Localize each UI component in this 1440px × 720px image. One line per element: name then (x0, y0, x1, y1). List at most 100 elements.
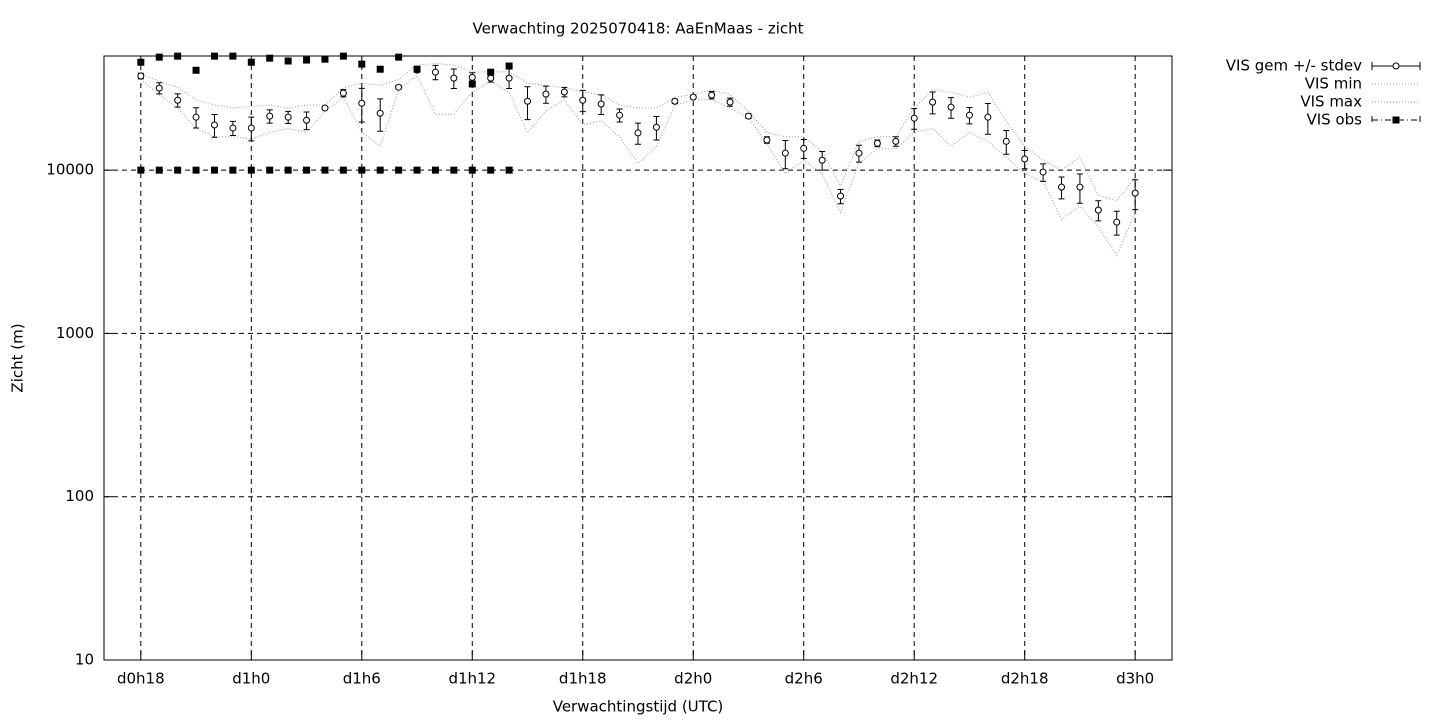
mean-point (744, 112, 752, 120)
x-tick-label: d1h18 (559, 670, 607, 688)
obs-point (487, 68, 495, 76)
chart-title: Verwachting 2025070418: AaEnMaas - zicht (472, 20, 803, 38)
legend-sample (1371, 116, 1421, 124)
obs-point (303, 166, 311, 174)
mean-point (210, 121, 218, 129)
obs-point (321, 55, 329, 63)
obs-point (247, 166, 255, 174)
mean-point (358, 99, 366, 107)
mean-point (910, 114, 918, 122)
mean-point (818, 156, 826, 164)
mean-point (266, 112, 274, 120)
mean-point (726, 98, 734, 106)
mean-point (781, 149, 789, 157)
mean-point (947, 103, 955, 111)
y-tick-label: 1000 (56, 324, 94, 342)
y-tick-label: 10 (75, 651, 94, 669)
obs-point (155, 166, 163, 174)
mean-point (303, 116, 311, 124)
obs-point (358, 60, 366, 68)
mean-point (137, 72, 145, 80)
x-tick-label: d3h0 (1116, 670, 1154, 688)
obs-point (321, 166, 329, 174)
x-tick-label: d1h6 (343, 670, 381, 688)
obs-point (376, 65, 384, 73)
legend-marker (1392, 62, 1400, 70)
mean-point (965, 111, 973, 119)
obs-point (505, 62, 513, 70)
mean-point (174, 96, 182, 104)
obs-point (210, 166, 218, 174)
obs-point (229, 52, 237, 60)
mean-point (1039, 168, 1047, 176)
mean-point (339, 89, 347, 97)
mean-point (892, 137, 900, 145)
obs-point (284, 166, 292, 174)
mean-point (579, 96, 587, 104)
mean-point (1021, 155, 1029, 163)
y-tick-label: 10000 (46, 161, 94, 179)
mean-point (395, 83, 403, 91)
mean-point (689, 93, 697, 101)
obs-point (174, 52, 182, 60)
mean-point (652, 123, 660, 131)
mean-point (321, 104, 329, 112)
mean-point (855, 149, 863, 157)
mean-point (929, 98, 937, 106)
x-tick-label: d2h12 (890, 670, 938, 688)
x-tick-label: d2h0 (674, 670, 712, 688)
x-tick-label: d1h0 (232, 670, 270, 688)
mean-point (800, 144, 808, 152)
obs-point (137, 166, 145, 174)
obs-point (174, 166, 182, 174)
obs-point (505, 166, 513, 174)
obs-point (247, 58, 255, 66)
obs-point (155, 53, 163, 61)
mean-point (1113, 218, 1121, 226)
obs-point (266, 54, 274, 62)
obs-point (192, 66, 200, 74)
x-tick-label: d2h18 (1001, 670, 1049, 688)
mean-point (192, 113, 200, 121)
mean-point (634, 129, 642, 137)
mean-point (431, 68, 439, 76)
obs-point (339, 52, 347, 60)
x-tick-label: d0h18 (117, 670, 165, 688)
obs-point (210, 52, 218, 60)
x-axis-label: Verwachtingstijd (UTC) (553, 698, 724, 716)
obs-point (266, 166, 274, 174)
obs-point (137, 58, 145, 66)
obs-point (431, 166, 439, 174)
mean-point (468, 73, 476, 81)
obs-point (468, 166, 476, 174)
mean-point (1131, 189, 1139, 197)
y-tick-label: 100 (65, 487, 94, 505)
mean-point (1094, 206, 1102, 214)
mean-point (1002, 137, 1010, 145)
mean-point (284, 113, 292, 121)
mean-point (708, 91, 716, 99)
mean-point (873, 139, 881, 147)
legend-marker (1392, 116, 1400, 124)
mean-point (560, 88, 568, 96)
mean-point (1076, 183, 1084, 191)
legend-label: VIS min (1305, 75, 1362, 93)
mean-point (984, 113, 992, 121)
mean-point (376, 109, 384, 117)
legend-label: VIS gem +/- stdev (1226, 57, 1362, 75)
obs-point (395, 53, 403, 61)
obs-point (413, 65, 421, 73)
mean-point (155, 84, 163, 92)
obs-point (303, 56, 311, 64)
plot-frame (103, 55, 1173, 661)
mean-point (671, 97, 679, 105)
obs-point (413, 166, 421, 174)
obs-point (487, 166, 495, 174)
obs-point (284, 57, 292, 65)
mean-point (524, 97, 532, 105)
mean-point (487, 74, 495, 82)
x-tick-label: d1h12 (448, 670, 496, 688)
obs-point (450, 166, 458, 174)
y-axis-label: Zicht (m) (9, 323, 27, 392)
